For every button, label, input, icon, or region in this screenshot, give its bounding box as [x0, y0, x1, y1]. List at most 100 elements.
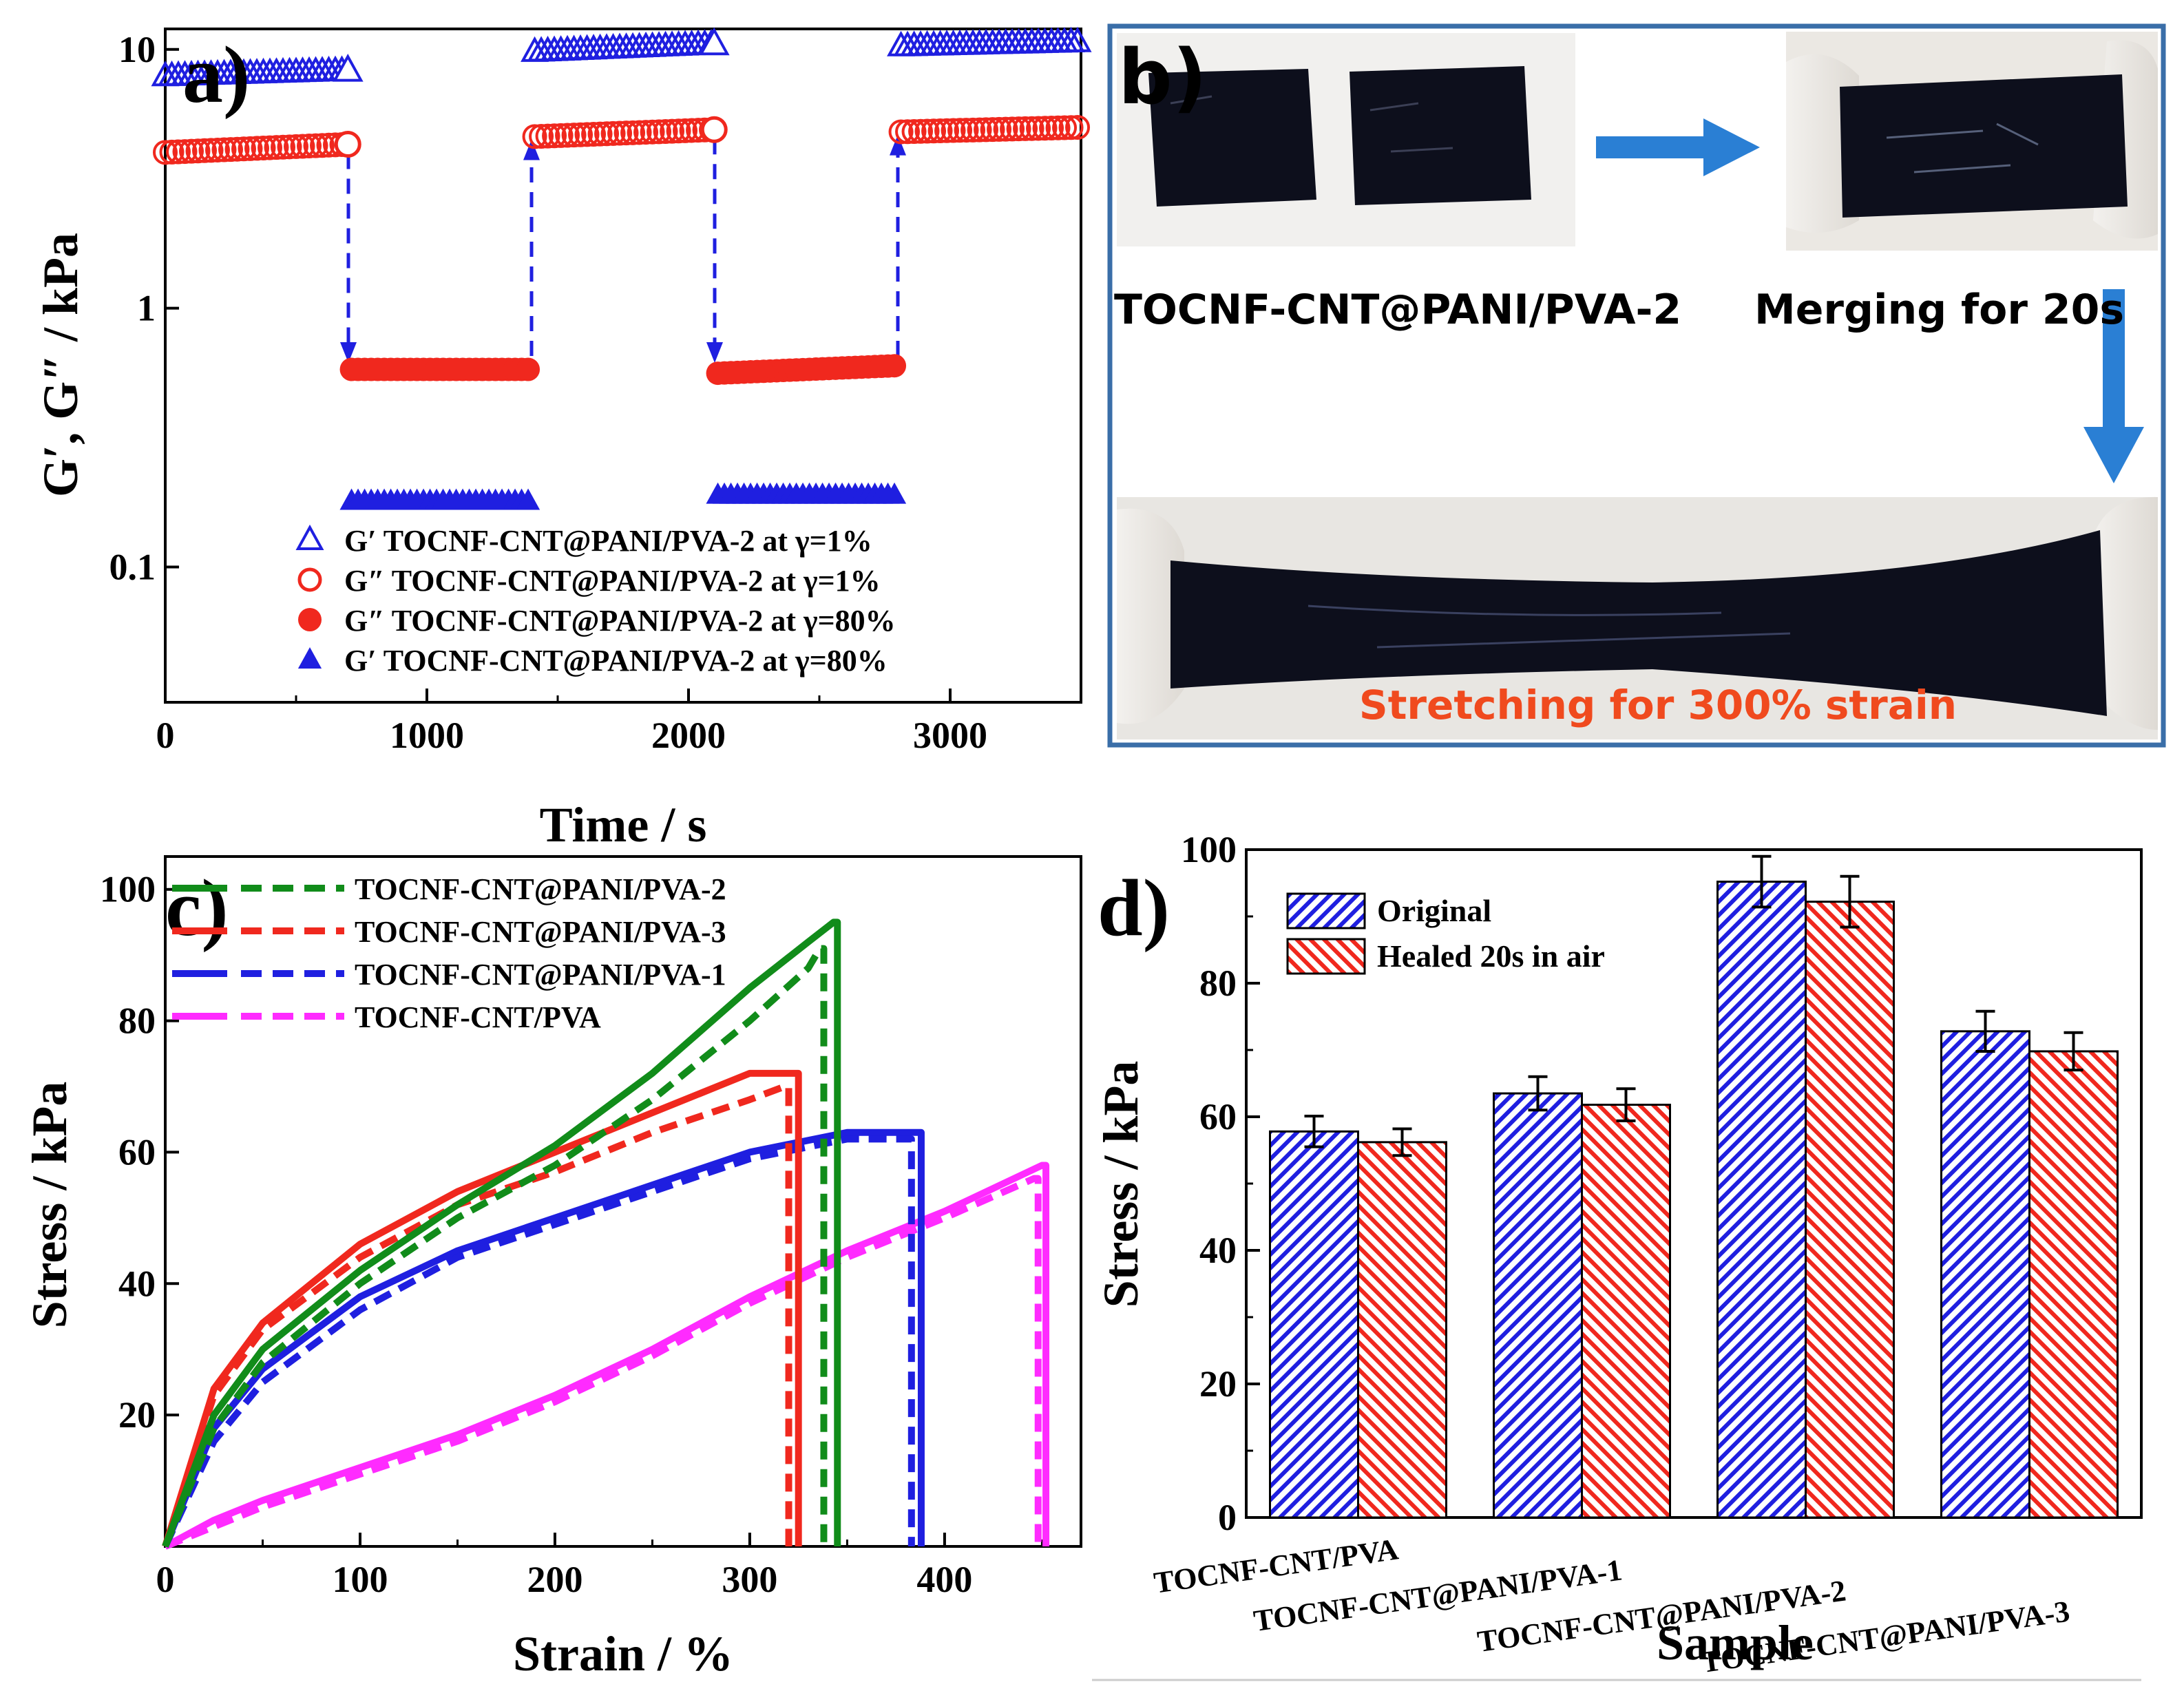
- panel-a-x-tick-label: 3000: [913, 715, 987, 756]
- panel-a-marker-gdoubleprime-1pct: [594, 121, 620, 147]
- panel-a-marker-gdoubleprime-1pct: [987, 116, 1012, 142]
- panel-a-marker-gdoubleprime-1pct: [914, 118, 940, 144]
- caption-sample-name: TOCNF-CNT@PANI/PVA-2: [1114, 286, 1681, 334]
- panel-a-marker-gdoubleprime-1pct: [947, 118, 973, 143]
- panel-a-x-axis-title: Time / s: [540, 797, 707, 852]
- panel-a-marker-gdoubleprime-1pct: [258, 135, 282, 160]
- caption-merging: Merging for 20s: [1754, 286, 2124, 334]
- panel-c-x-tick-label: 0: [156, 1559, 175, 1600]
- panel-c-y-tick-label: 100: [100, 869, 156, 910]
- panel-c-x-tick-label: 300: [722, 1559, 777, 1600]
- panel-d-y-tick-label: 20: [1199, 1363, 1237, 1405]
- panel-a-marker-gprime-end: [332, 54, 364, 82]
- panel-c-curve-original: [162, 918, 841, 1548]
- panel-d-y-tick-label: 0: [1218, 1497, 1237, 1538]
- panel-d-legend-swatch: [1286, 938, 1366, 975]
- panel-a-marker-gdoubleprime-1pct: [1026, 116, 1051, 141]
- panel-a-legend-label: G″ TOCNF-CNT@PANI/PVA-2 at γ=80%: [344, 604, 896, 638]
- panel-a-legend: G′ TOCNF-CNT@PANI/PVA-2 at γ=1% G″ TOCNF-…: [295, 524, 896, 678]
- panel-a-marker-gdoubleprime-1pct: [535, 123, 560, 149]
- caption-stretching: Stretching for 300% strain: [1359, 682, 1957, 728]
- panel-c-legend: TOCNF-CNT@PANI/PVA-2 TOCNF-CNT@PANI/PVA-3…: [172, 872, 726, 1034]
- panel-a-marker-gdoubleprime-1pct: [238, 136, 263, 161]
- panel-a-y-tick-label: 10: [118, 29, 156, 70]
- arrow-right-icon: [1596, 118, 1760, 176]
- panel-a-marker-gdoubleprime-1pct: [172, 139, 198, 165]
- panel-a-marker-gdoubleprime-1pct: [1065, 115, 1091, 140]
- panel-a-marker-gdoubleprime-1pct: [555, 123, 580, 148]
- panel-a-marker-gdoubleprime-1pct: [993, 116, 1018, 142]
- panel-a-marker-gdoubleprime-1pct: [1000, 116, 1025, 142]
- panel-a-chart: 0 1000 2000 3000 0.1 1 10 a) Time / s G′, G″ /…: [33, 26, 1092, 852]
- panel-a-marker-gdoubleprime-end: [334, 131, 361, 158]
- panel-a-x-tick-label: 1000: [390, 715, 464, 756]
- panel-a-marker-gdoubleprime-80pct: [883, 354, 907, 378]
- panel-c-curve-healed: [162, 945, 828, 1548]
- panel-d-label: d): [1098, 863, 1170, 953]
- panel-d-bar-original: [1716, 881, 1807, 1519]
- panel-a-marker-gdoubleprime-end: [700, 116, 728, 143]
- panel-c-curve-healed: [164, 1175, 1042, 1550]
- panel-a-marker-gdoubleprime-1pct: [901, 118, 927, 144]
- panel-a-marker-gdoubleprime-1pct: [633, 120, 659, 145]
- panel-a-marker-gdoubleprime-1pct: [1013, 116, 1038, 141]
- panel-a-marker-gdoubleprime-1pct: [224, 136, 250, 162]
- panel-a-marker-gdoubleprime-1pct: [1045, 115, 1071, 140]
- panel-d-y-tick-label: 60: [1199, 1096, 1237, 1137]
- panel-a-marker-gdoubleprime-1pct: [960, 117, 986, 143]
- panel-d-bar-original: [1940, 1030, 2030, 1519]
- panel-a-marker-gprime-1pct: [1063, 26, 1092, 52]
- panel-a-x-tick-label: 0: [156, 715, 175, 756]
- panel-a-marker-gdoubleprime-1pct: [522, 124, 547, 149]
- panel-a-marker-gdoubleprime-1pct: [271, 134, 295, 160]
- panel-a-arrowhead: [890, 134, 906, 156]
- panel-a-y-tick-label: 1: [137, 288, 156, 329]
- panel-a-transition-arrows: [340, 134, 906, 363]
- panel-d-bar-healed: [2028, 1050, 2119, 1519]
- panel-a-marker-gdoubleprime-1pct: [1032, 116, 1058, 141]
- panel-c-curves: [162, 918, 1050, 1550]
- panel-a-legend-marker: [297, 647, 322, 669]
- panel-a-marker-gdoubleprime-1pct: [192, 138, 217, 163]
- panel-a-marker-gdoubleprime-1pct: [198, 138, 224, 163]
- panel-a-marker-gdoubleprime-1pct: [529, 123, 554, 149]
- panel-a-marker-gdoubleprime-1pct: [297, 134, 322, 159]
- panel-a-marker-gdoubleprime-1pct: [640, 119, 665, 145]
- panel-d-y-axis-title: Stress / kPa: [1093, 1061, 1148, 1308]
- panel-a-marker-gprime-80pct: [882, 482, 907, 504]
- panel-a-marker-gdoubleprime-1pct: [290, 134, 315, 159]
- panel-c-label: c): [165, 863, 229, 953]
- panel-a-marker-gdoubleprime-1pct: [574, 122, 600, 147]
- panel-d-legend: Original Healed 20s in air: [1286, 892, 1605, 975]
- panel-a-marker-gdoubleprime-1pct: [231, 136, 256, 162]
- panel-a-marker-gdoubleprime-1pct: [303, 133, 328, 158]
- panel-a-marker-gdoubleprime-1pct: [244, 136, 269, 161]
- panel-a-marker-gdoubleprime-1pct: [954, 118, 979, 143]
- panel-a-plot-frame: [164, 28, 1082, 704]
- panel-a-marker-gdoubleprime-1pct: [284, 134, 308, 159]
- panel-a-arrowhead: [340, 342, 357, 363]
- panel-a-marker-gdoubleprime-1pct: [934, 118, 960, 143]
- panel-a-marker-gprime-80pct: [516, 488, 540, 510]
- panel-d-legend-label: Healed 20s in air: [1377, 938, 1605, 974]
- panel-c-legend-label: TOCNF-CNT@PANI/PVA-3: [355, 915, 726, 949]
- panel-a-marker-gdoubleprime-1pct: [980, 117, 1005, 143]
- panel-a-marker-gdoubleprime-1pct: [620, 120, 646, 145]
- panel-a-legend-label: G′ TOCNF-CNT@PANI/PVA-2 at γ=1%: [344, 524, 872, 558]
- photo-stretched-hydrogel: [1117, 496, 2158, 739]
- panel-a-legend-label: G″ TOCNF-CNT@PANI/PVA-2 at γ=1%: [344, 564, 881, 598]
- panel-d-legend-swatch: [1286, 892, 1366, 929]
- panel-c-y-tick-label: 80: [118, 1000, 156, 1042]
- panel-d-bar-healed: [1581, 1104, 1671, 1519]
- panel-a-marker-gdoubleprime-1pct: [561, 123, 587, 148]
- panel-c-curve-healed: [162, 1135, 915, 1548]
- panel-a-marker-gdoubleprime-1pct: [627, 120, 652, 145]
- panel-b-photo-panel: b) TOCNF-CNT@PANI/PVA-2 Merging for 20s …: [1107, 23, 2166, 748]
- panel-d-x-axis-title: Sample: [1657, 1615, 1814, 1670]
- panel-c-y-tick-label: 40: [118, 1263, 156, 1304]
- panel-a-legend-label: G′ TOCNF-CNT@PANI/PVA-2 at γ=80%: [344, 644, 888, 678]
- panel-a-marker-gdoubleprime-1pct: [1006, 116, 1031, 142]
- panel-a-axes: 0 1000 2000 3000 0.1 1 10: [109, 29, 1082, 756]
- photo-merged-hydrogel: [1786, 32, 2158, 251]
- panel-a-marker-gdoubleprime-1pct: [185, 138, 211, 164]
